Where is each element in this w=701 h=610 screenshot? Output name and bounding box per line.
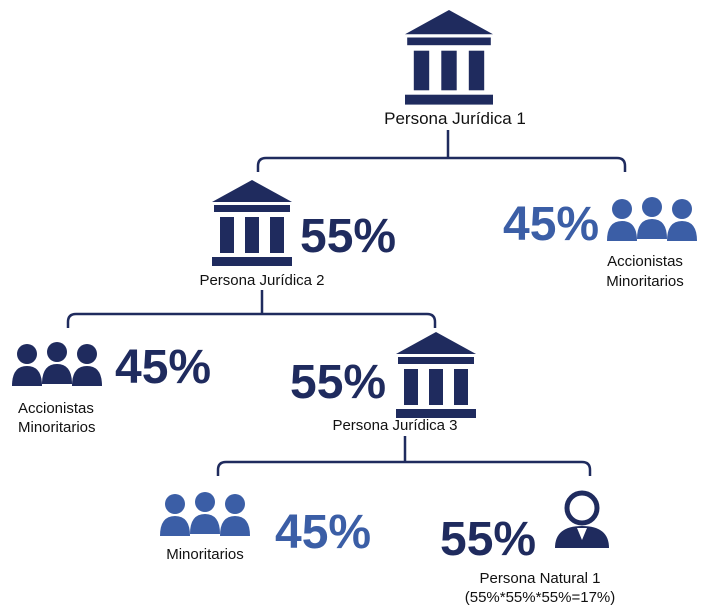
share: 45% xyxy=(115,341,211,394)
node-label: Persona Jurídica 3 xyxy=(332,417,457,434)
person-icon xyxy=(555,493,609,548)
bank-icon xyxy=(212,180,292,266)
node-label: Minoritarios xyxy=(18,419,96,436)
node-label: Minoritarios xyxy=(166,546,244,563)
node-label: Accionistas xyxy=(18,400,94,417)
share: 45% xyxy=(275,506,371,559)
people-icon xyxy=(607,197,697,241)
node-label: (55%*55%*55%=17%) xyxy=(465,589,616,606)
node-label: Minoritarios xyxy=(606,273,684,290)
people-icon xyxy=(12,342,102,386)
share: 55% xyxy=(290,356,386,409)
share: 55% xyxy=(440,513,536,566)
bank-icon xyxy=(396,332,476,418)
connectors xyxy=(66,130,627,476)
node-label: Persona Natural 1 xyxy=(480,570,601,587)
share: 45% xyxy=(503,198,599,251)
share: 55% xyxy=(300,210,396,263)
people-icon xyxy=(160,492,250,536)
bank-icon xyxy=(405,10,493,105)
node-label: Accionistas xyxy=(607,253,683,270)
node-label: Persona Jurídica 1 xyxy=(384,109,526,128)
node-label: Persona Jurídica 2 xyxy=(199,272,324,289)
